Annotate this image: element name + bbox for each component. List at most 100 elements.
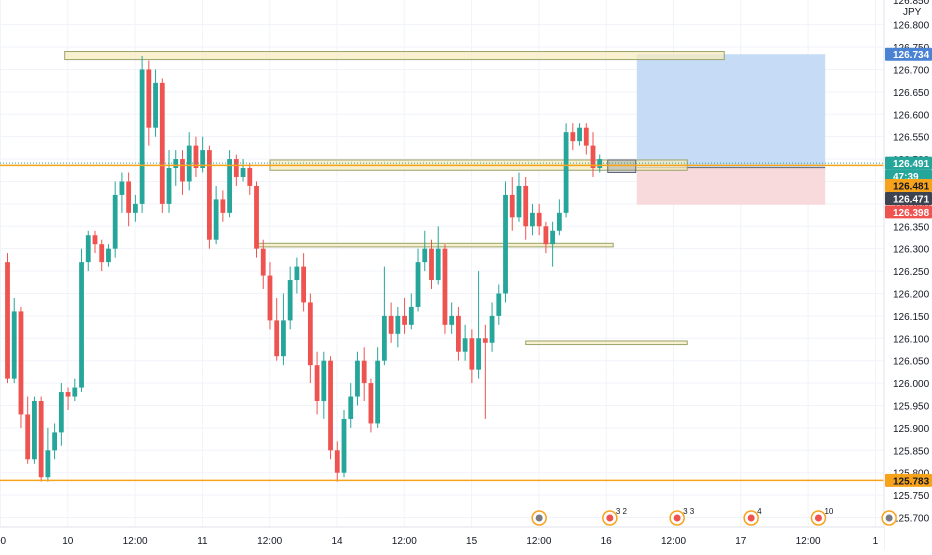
price-tag-background [885,47,932,61]
candle-body [233,159,239,177]
candle-body [496,293,502,316]
candle-body [334,450,340,473]
candle-body [220,199,226,213]
candle-body [550,230,556,245]
event-marker-dot [606,514,614,522]
candle-body [207,150,212,240]
candle-body [294,266,300,281]
candle-body [281,320,286,357]
candle-body [132,203,138,213]
position-stop-zone [636,167,826,205]
price-tag-background [885,179,932,193]
price-tick-label: 126.650 [893,88,930,99]
event-marker-count: 4 [757,507,762,516]
candle-body [415,262,421,307]
event-marker-icon: 3 2 [602,507,628,526]
candle-body [375,360,381,424]
candle-body [509,194,515,218]
events-layer: 3 2 3 3 4 10 [531,507,897,526]
candle-body [355,360,360,397]
zones-layer [64,51,826,346]
candle-body [469,338,475,370]
time-tick-label: 12:00 [257,536,282,547]
candle-body [503,194,508,294]
candle-body [85,235,91,263]
event-marker-dot [673,514,681,522]
candle-body [597,159,603,169]
candle-body [361,360,367,384]
price-tick-label: 126.600 [893,110,930,121]
price-tag: 126.398 [885,205,932,219]
candle-body [52,432,58,451]
price-tag-label: 126.491 [893,159,930,170]
candle-body [254,185,259,249]
price-tag: 126.491 [885,156,932,170]
candle-body [287,280,293,321]
candle-body [38,401,44,478]
candle-body [348,396,354,419]
candle-body [112,194,118,249]
candle-body [180,159,185,182]
candle-body [146,69,152,128]
candle-body [523,185,529,227]
price-tag-label: 47:39 [893,172,919,183]
price-tag-label: 125.783 [893,476,930,487]
price-tick-label: 126.400 [893,200,930,211]
candle-body [173,159,179,169]
candle-body [368,383,374,424]
candle-body [32,401,37,460]
event-marker-count: 10 [824,507,833,516]
price-lines-layer [0,162,884,482]
candle-body [395,315,401,334]
time-tick-label: 10 [62,536,74,547]
candle-body [11,311,17,379]
candle-body [570,132,576,142]
event-marker-icon: 3 3 [669,507,695,526]
time-tick-label: 12:00 [392,536,417,547]
time-axis-background [0,527,884,550]
candle-body [590,145,596,169]
candle-body [18,311,24,415]
event-marker-dot [535,514,543,522]
event-marker-icon [531,510,547,526]
time-tick-label: 14 [331,536,343,547]
time-tick-label: 00 [0,536,6,547]
price-tick-label-partial: 126.850 [893,0,930,7]
candle-body [556,212,562,231]
candle-body [119,181,125,195]
candle-body [139,69,145,204]
event-marker-dot [814,514,822,522]
event-marker-icon [881,510,897,526]
event-marker-icon: 4 [743,507,762,526]
price-tag-background [885,205,932,219]
candle-body [442,248,448,325]
candle-body [489,315,495,343]
time-tick-label: 16 [601,536,613,547]
candle-body [462,338,468,352]
price-tick-label: 125.850 [893,446,930,457]
candle-body [381,315,387,361]
price-tag-label: 126.734 [893,50,930,61]
time-tick-label: 12:00 [661,536,686,547]
time-tick-label: 15 [466,536,478,547]
price-tick-label: 126.100 [893,334,930,345]
candle-body [240,168,246,177]
time-tick-label: 11 [197,536,208,547]
price-tick-label: 125.900 [893,424,930,435]
price-tag-label: 126.398 [893,208,930,219]
drawing-handle-box [607,159,637,174]
price-tag: 125.783 [885,473,932,487]
price-tick-label: 126.000 [893,379,930,390]
candle-body [99,244,105,263]
position-target-zone [636,54,826,168]
candle-body [159,82,165,204]
candle-body [530,212,535,227]
candle-body [126,181,132,213]
price-tick-label: 126.200 [893,289,930,300]
price-tag-background [885,473,932,487]
candle-body [58,392,64,433]
price-axis-background [884,0,932,550]
price-tick-label: 126.350 [893,222,930,233]
